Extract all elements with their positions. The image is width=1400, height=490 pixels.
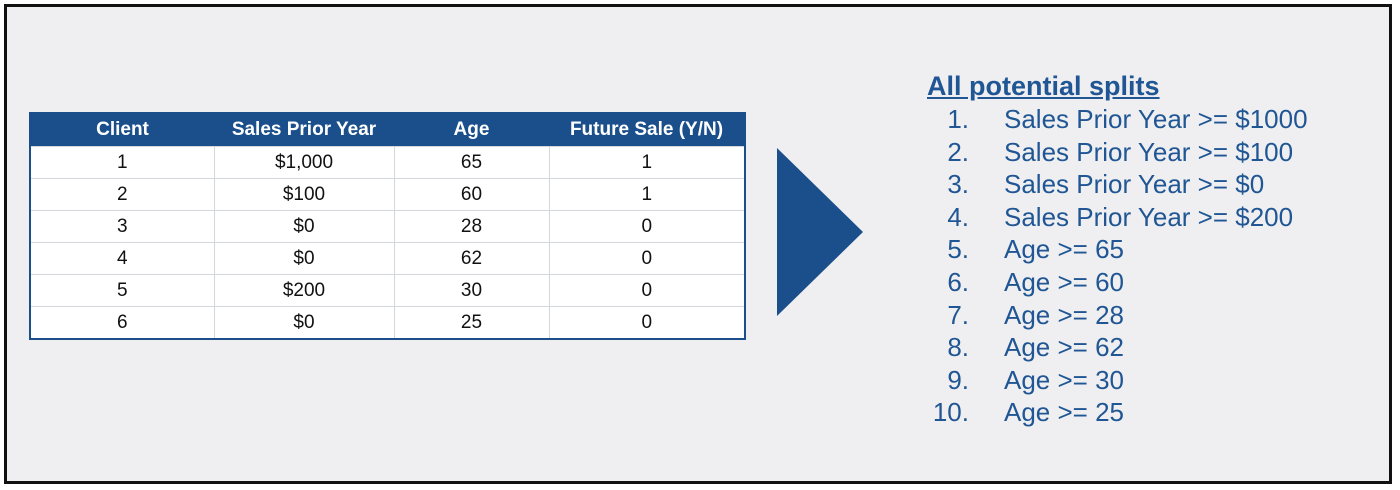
- cell-age: 65: [393, 146, 549, 179]
- table-row: 4 $0 62 0: [30, 242, 745, 275]
- cell-client: 5: [30, 274, 214, 307]
- split-item: 8. Age >= 62: [927, 331, 1308, 364]
- split-number: 5.: [947, 234, 969, 265]
- split-number: 2.: [947, 136, 969, 167]
- cell-age: 30: [393, 274, 549, 307]
- table-row: 5 $200 30 0: [30, 274, 745, 307]
- cell-client: 2: [30, 178, 214, 211]
- column-header-future-sale: Future Sale (Y/N): [549, 113, 745, 147]
- potential-splits-panel: All potential splits 1. Sales Prior Year …: [927, 69, 1308, 429]
- cell-future-sale: 0: [548, 274, 745, 307]
- split-number: 9.: [947, 364, 969, 395]
- split-item: 7. Age >= 28: [927, 299, 1308, 332]
- splits-title: All potential splits: [927, 71, 1160, 101]
- slide-frame: Client Sales Prior Year Age Future Sale …: [4, 4, 1392, 484]
- cell-future-sale: 1: [548, 178, 745, 211]
- right-triangle-arrow-icon: [777, 148, 863, 316]
- cell-client: 3: [30, 210, 214, 243]
- column-header-client: Client: [30, 113, 214, 147]
- split-text: Sales Prior Year >= $200: [1004, 201, 1294, 232]
- cell-future-sale: 0: [548, 242, 745, 275]
- column-header-age: Age: [394, 113, 549, 147]
- split-number: 3.: [947, 169, 969, 200]
- cell-sales-prior-year: $0: [213, 306, 394, 339]
- split-text: Age >= 65: [1004, 234, 1124, 265]
- cell-age: 62: [393, 242, 549, 275]
- cell-future-sale: 0: [548, 306, 745, 339]
- split-text: Age >= 30: [1004, 364, 1124, 395]
- split-item: 9. Age >= 30: [927, 364, 1308, 397]
- cell-client: 4: [30, 242, 214, 275]
- split-text: Age >= 28: [1004, 299, 1124, 330]
- table-row: 3 $0 28 0: [30, 210, 745, 243]
- split-number: 1.: [947, 104, 969, 134]
- split-text: Age >= 25: [1004, 397, 1124, 428]
- cell-future-sale: 0: [548, 210, 745, 243]
- table-header-row: Client Sales Prior Year Age Future Sale …: [30, 113, 745, 147]
- table-row: 2 $100 60 1: [30, 178, 745, 211]
- splits-list: 1. Sales Prior Year >= $1000 2. Sales Prio…: [927, 103, 1308, 429]
- cell-client: 1: [30, 146, 214, 179]
- split-item: 5. Age >= 65: [927, 233, 1308, 266]
- cell-sales-prior-year: $0: [213, 242, 394, 275]
- cell-sales-prior-year: $0: [213, 210, 394, 243]
- split-text: Age >= 60: [1004, 266, 1124, 297]
- split-item: 1. Sales Prior Year >= $1000: [927, 103, 1308, 136]
- cell-sales-prior-year: $200: [213, 274, 394, 307]
- table-row: 6 $0 25 0: [30, 306, 745, 339]
- column-header-sales-prior-year: Sales Prior Year: [214, 113, 394, 147]
- split-item: 2. Sales Prior Year >= $100: [927, 136, 1308, 169]
- cell-sales-prior-year: $1,000: [213, 146, 394, 179]
- split-number: 4.: [947, 201, 969, 232]
- split-item: 6. Age >= 60: [927, 266, 1308, 299]
- table-row: 1 $1,000 65 1: [30, 146, 745, 179]
- cell-sales-prior-year: $100: [213, 178, 394, 211]
- split-number: 7.: [947, 299, 969, 330]
- split-item: 4. Sales Prior Year >= $200: [927, 201, 1308, 234]
- split-text: Age >= 62: [1004, 332, 1124, 363]
- client-data-table: Client Sales Prior Year Age Future Sale …: [29, 112, 746, 340]
- split-text: Sales Prior Year >= $1000: [1004, 104, 1308, 134]
- split-text: Sales Prior Year >= $100: [1004, 136, 1294, 167]
- cell-age: 28: [393, 210, 549, 243]
- split-item: 10. Age >= 25: [927, 396, 1308, 429]
- split-item: 3. Sales Prior Year >= $0: [927, 168, 1308, 201]
- cell-future-sale: 1: [548, 146, 745, 179]
- cell-age: 25: [393, 306, 549, 339]
- split-text: Sales Prior Year >= $0: [1004, 169, 1265, 200]
- split-number: 10.: [932, 397, 969, 428]
- cell-age: 60: [393, 178, 549, 211]
- split-number: 8.: [947, 332, 969, 363]
- cell-client: 6: [30, 306, 214, 339]
- split-number: 6.: [947, 266, 969, 297]
